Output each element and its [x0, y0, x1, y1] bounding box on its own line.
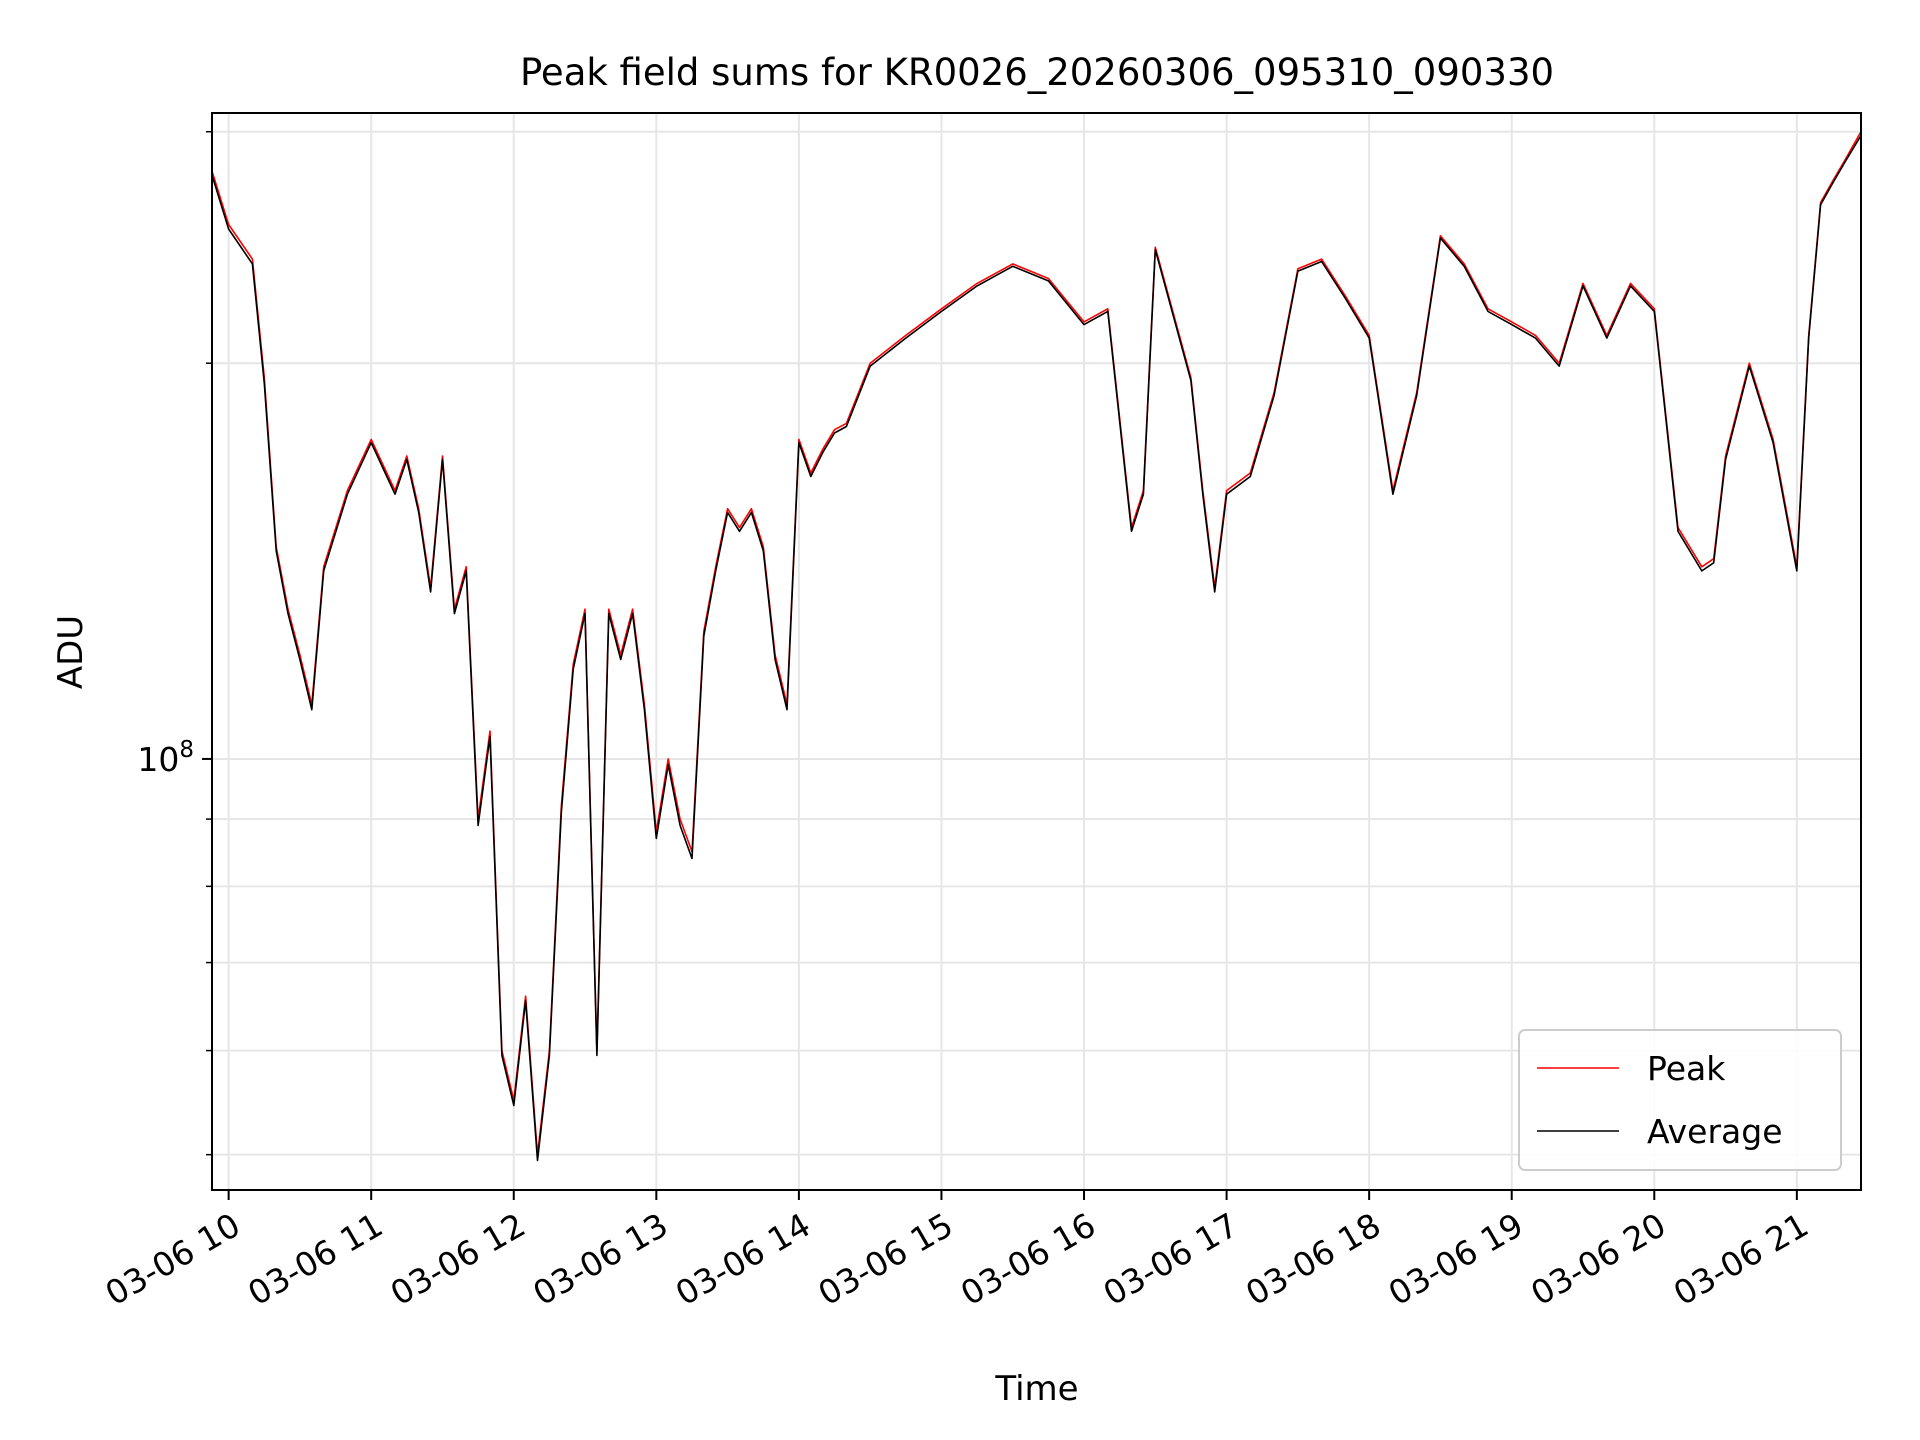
legend-label: Peak [1647, 1049, 1726, 1088]
legend-label: Average [1647, 1112, 1783, 1151]
series-line-average [211, 135, 1862, 1162]
grid [212, 113, 1861, 1190]
legend: Peak Average [1518, 1029, 1842, 1171]
y-tick-label: 108 [137, 737, 194, 779]
series-group [211, 131, 1862, 1162]
y-axis-label: ADU [51, 615, 91, 689]
legend-box [1518, 1029, 1842, 1171]
chart-title: Peak field sums for KR0026_20260306_0953… [520, 51, 1554, 94]
plot-frame [211, 112, 1862, 1191]
x-axis-label: Time [994, 1369, 1078, 1409]
